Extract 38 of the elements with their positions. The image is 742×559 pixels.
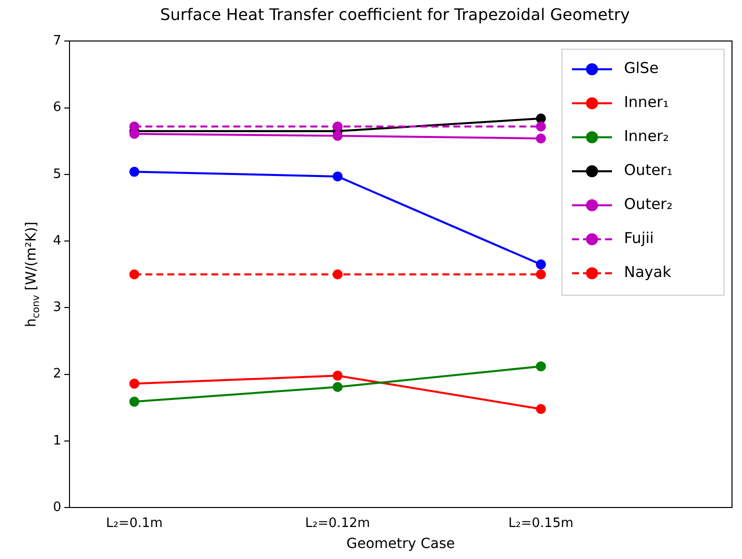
point (129, 378, 140, 389)
point (129, 269, 140, 280)
y-axis-title: hconv [W/(m²K)] (24, 222, 42, 328)
point (536, 404, 546, 414)
point (129, 121, 140, 132)
point (332, 171, 343, 182)
legend-label: GlSe (624, 59, 659, 78)
point (536, 259, 546, 270)
legend-label: Inner₁ (624, 93, 669, 112)
point (129, 396, 140, 407)
point (536, 269, 546, 280)
legend-label: Inner₂ (624, 127, 669, 146)
legend-label: Outer₁ (624, 161, 673, 180)
point (332, 269, 343, 280)
x-axis-title: Geometry Case (346, 536, 455, 552)
point (536, 361, 546, 372)
y-tick-label: 4 (52, 233, 62, 248)
chart-title: Surface Heat Transfer coefficient for Trapezoidal Geometry (160, 4, 630, 24)
point (332, 370, 343, 381)
point (332, 121, 343, 132)
y-tick-label: 5 (52, 166, 62, 182)
x-tick-label: L₂=0.1m (106, 516, 163, 531)
y-tick-label: 7 (52, 34, 62, 49)
point (129, 166, 140, 177)
point (536, 133, 546, 144)
y-tick-label: 2 (52, 366, 62, 382)
legend-label: Fujii (624, 229, 654, 248)
legend-label: Nayak (624, 263, 672, 282)
x-tick-label: L₂=0.15m (508, 516, 574, 531)
point (536, 121, 546, 132)
point (332, 130, 343, 141)
point (332, 382, 343, 392)
y-tick-label: 1 (52, 433, 62, 448)
legend-label: Outer₂ (624, 195, 673, 214)
y-tick-label: 6 (52, 100, 62, 116)
y-tick-label: 3 (52, 300, 62, 316)
y-tick-label: 0 (52, 500, 62, 515)
x-tick-label: L₂=0.12m (305, 516, 370, 531)
